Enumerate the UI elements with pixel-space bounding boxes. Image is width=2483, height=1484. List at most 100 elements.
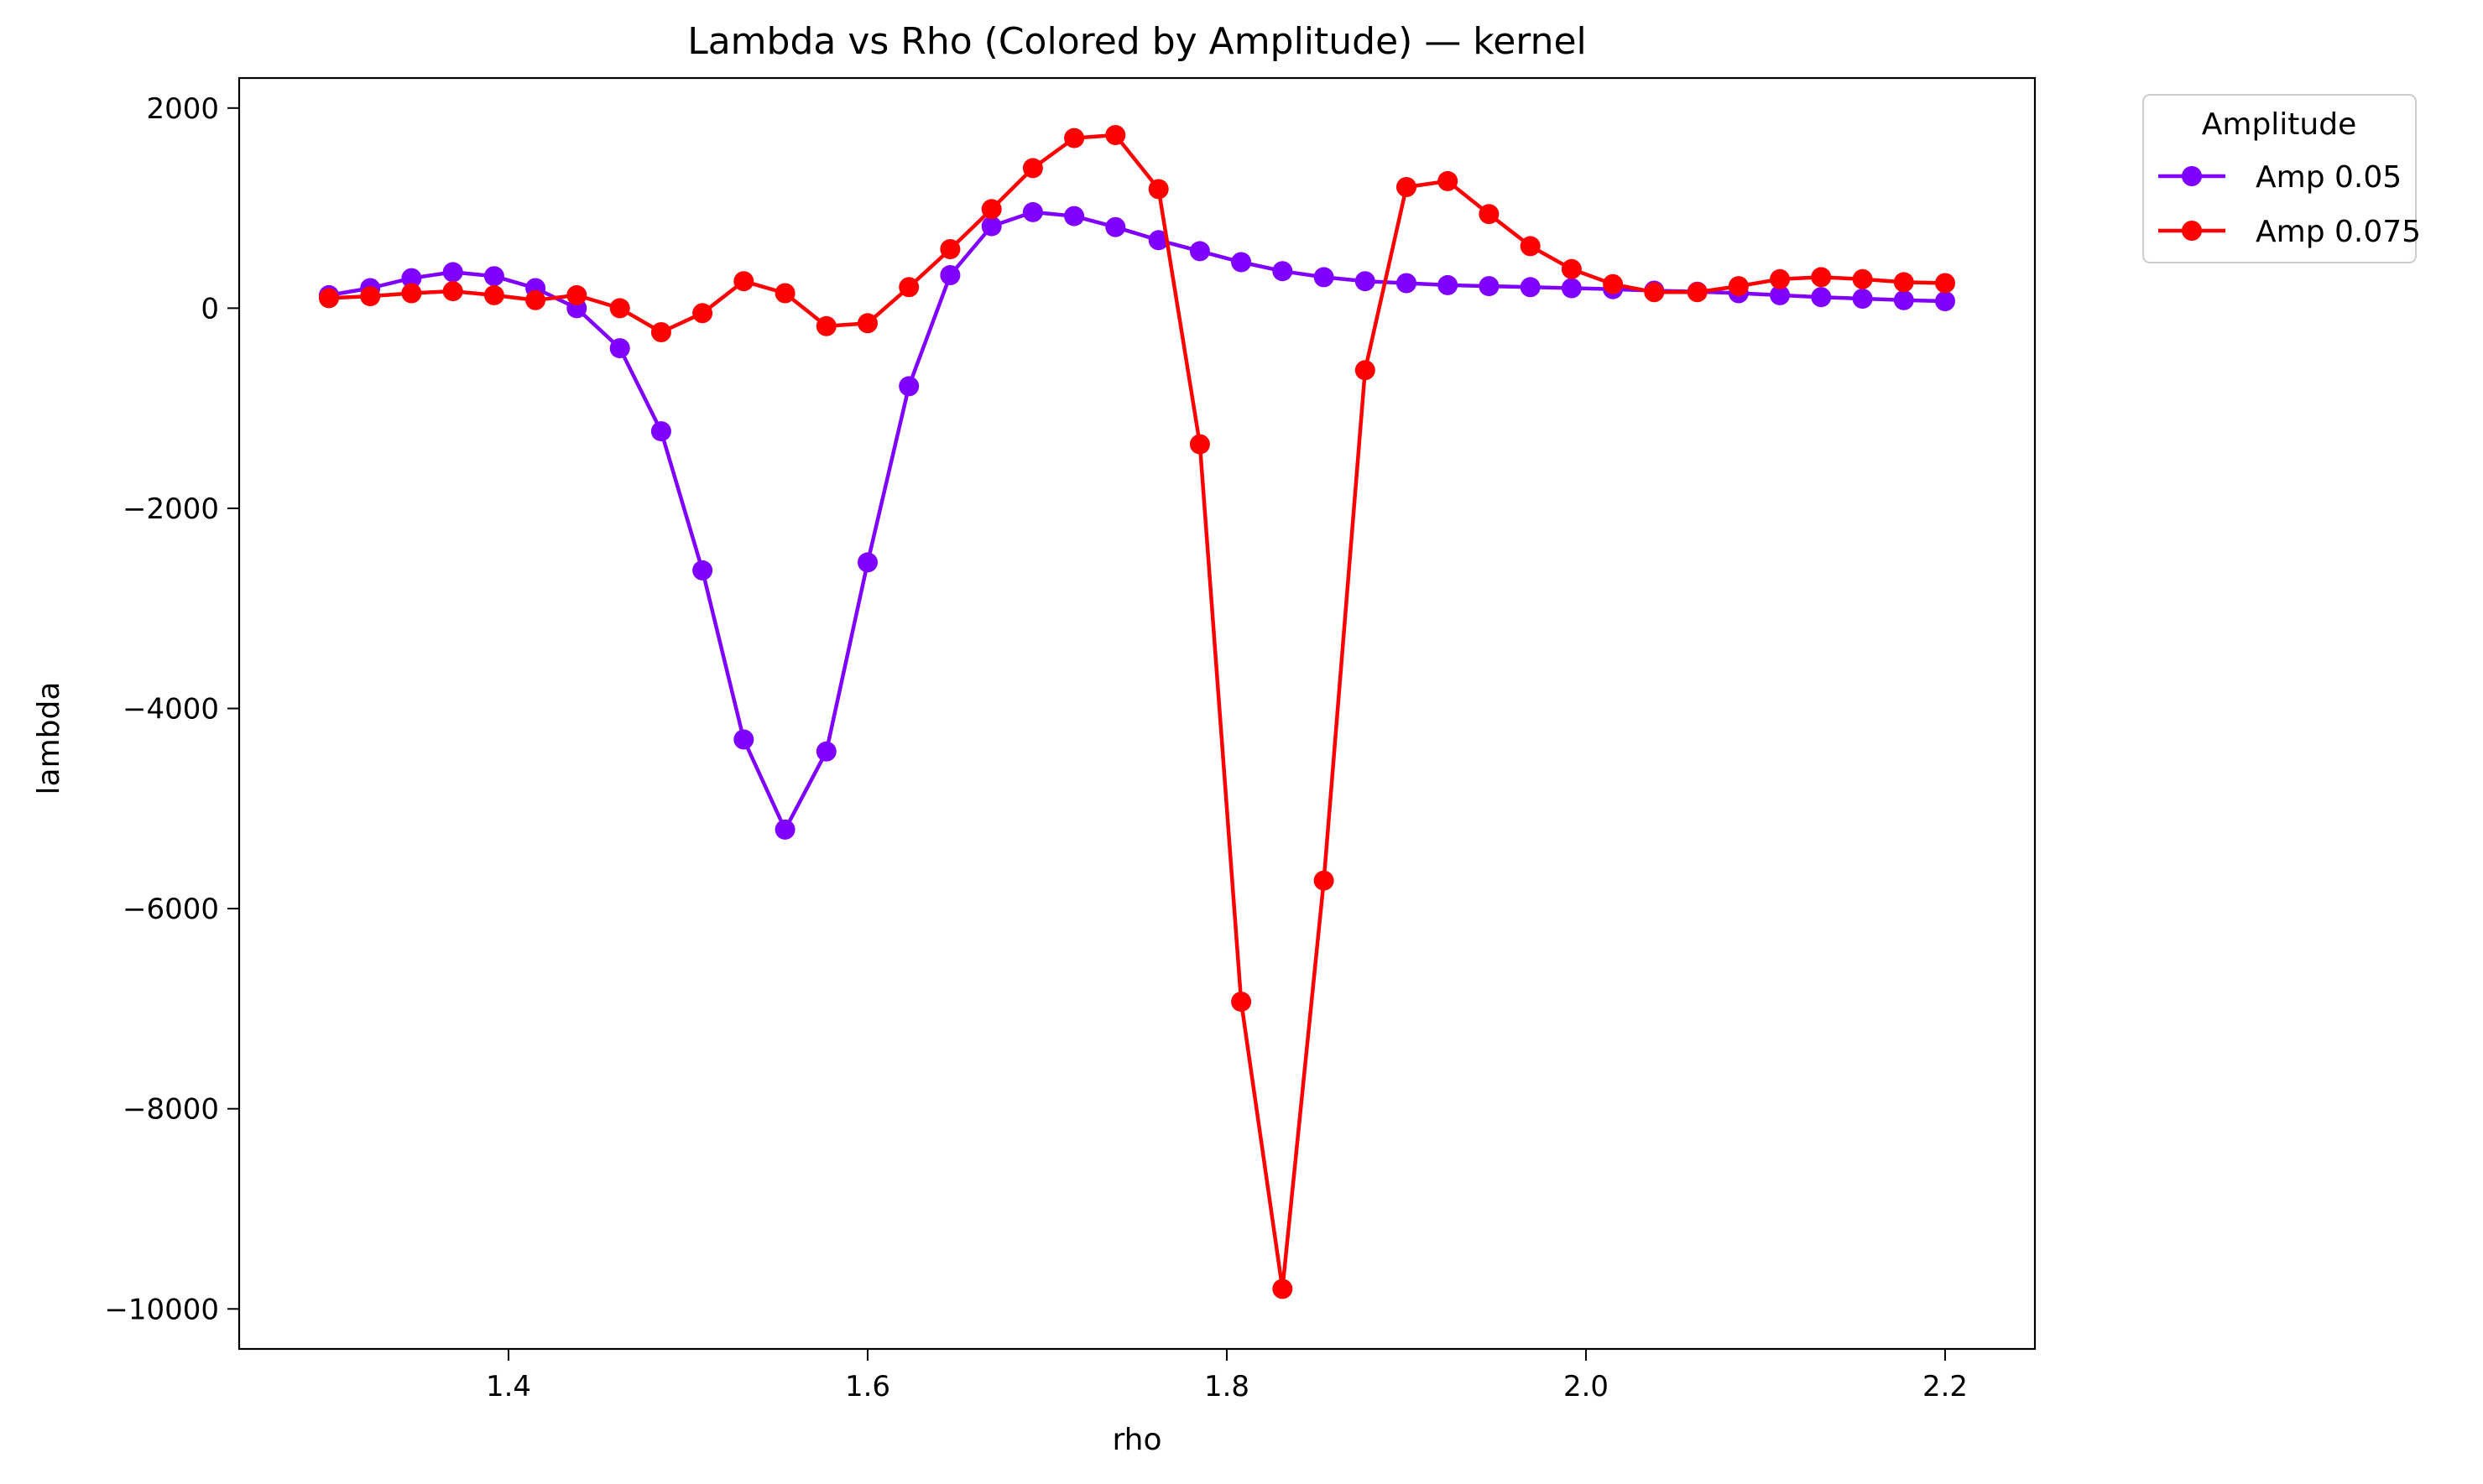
plot-area — [319, 125, 1955, 1299]
data-point — [1644, 282, 1665, 303]
data-point — [1231, 992, 1252, 1013]
data-point — [650, 322, 671, 342]
data-point — [940, 265, 961, 285]
data-point — [1893, 289, 1914, 310]
y-tick-label: 0 — [201, 292, 219, 325]
x-axis: 1.4 1.6 1.8 2.0 2.2 — [486, 1349, 1968, 1403]
y-tick-label: −8000 — [123, 1093, 219, 1127]
plot-frame — [237, 76, 2037, 1351]
data-point — [858, 313, 878, 334]
y-tick-label: −6000 — [123, 893, 219, 926]
data-point — [816, 315, 837, 336]
legend: Amplitude Amp 0.05 Amp 0.075 — [2142, 94, 2421, 263]
data-point — [1852, 268, 1873, 289]
data-point — [1770, 268, 1791, 289]
data-point — [1935, 291, 1955, 311]
data-point — [1935, 273, 1955, 294]
data-point — [1520, 277, 1541, 298]
data-point — [1396, 177, 1416, 197]
data-point — [1105, 216, 1126, 237]
data-point — [899, 376, 920, 397]
data-point — [1189, 434, 1210, 455]
legend-box — [2142, 94, 2417, 263]
legend-entries: Amp 0.05 Amp 0.075 — [2158, 160, 2421, 249]
legend-label: Amp 0.075 — [2256, 215, 2421, 249]
data-point — [483, 266, 504, 287]
x-tick-label: 1.8 — [1204, 1370, 1249, 1403]
data-point — [650, 421, 671, 442]
data-point — [1231, 252, 1252, 273]
y-axis-label: lambda — [32, 682, 66, 795]
data-point — [858, 552, 878, 573]
data-point — [1561, 258, 1582, 279]
data-point — [1811, 267, 1832, 288]
data-point — [981, 216, 1002, 237]
data-point — [1479, 204, 1500, 225]
data-point — [775, 283, 795, 304]
data-point — [360, 286, 381, 307]
series-1 — [319, 125, 1955, 1299]
data-point — [1811, 287, 1832, 308]
data-point — [981, 199, 1002, 220]
legend-swatch-marker — [2182, 221, 2202, 241]
data-point — [692, 560, 713, 581]
data-point — [1022, 158, 1043, 179]
data-point — [1105, 125, 1126, 145]
data-point — [566, 284, 587, 305]
series-line-1 — [328, 133, 1946, 1291]
data-point — [775, 819, 795, 840]
data-point — [692, 303, 713, 324]
data-point — [609, 298, 630, 319]
data-point — [1272, 1278, 1293, 1299]
chart-title: Lambda vs Rho (Colored by Amplitude) — k… — [687, 20, 1587, 63]
data-point — [1479, 276, 1500, 297]
data-point — [899, 277, 920, 298]
legend-label: Amp 0.05 — [2256, 160, 2402, 195]
data-point — [1064, 206, 1085, 227]
data-point — [1893, 272, 1914, 293]
data-point — [1561, 278, 1582, 299]
data-point — [1022, 201, 1043, 222]
x-tick-label: 2.0 — [1563, 1370, 1609, 1403]
y-tick-label: −10000 — [104, 1293, 219, 1326]
x-tick-label: 1.6 — [845, 1370, 890, 1403]
data-point — [1687, 282, 1708, 303]
data-point — [1354, 360, 1375, 381]
data-point — [483, 284, 504, 305]
data-point — [1354, 271, 1375, 292]
data-point — [733, 271, 754, 292]
data-point — [1064, 128, 1085, 148]
y-tick-label: −2000 — [123, 492, 219, 526]
data-point — [1437, 170, 1458, 191]
y-axis: 2000 0 −2000 −4000 −6000 −8000 −10000 — [104, 92, 239, 1326]
y-tick-label: 2000 — [146, 92, 219, 126]
data-point — [401, 283, 422, 304]
data-point — [1728, 276, 1749, 297]
data-point — [1603, 273, 1624, 294]
data-point — [1313, 267, 1334, 288]
data-point — [442, 262, 463, 283]
data-point — [1272, 261, 1293, 282]
data-point — [525, 289, 546, 310]
x-axis-label: rho — [1112, 1423, 1161, 1457]
data-point — [733, 729, 754, 750]
data-point — [1520, 236, 1541, 257]
legend-swatch-marker — [2182, 166, 2202, 186]
legend-title: Amplitude — [2202, 107, 2356, 142]
legend-entry-0: Amp 0.05 — [2158, 160, 2402, 195]
data-point — [1770, 284, 1791, 305]
data-point — [319, 288, 339, 309]
data-point — [1852, 289, 1873, 309]
legend-entry-1: Amp 0.075 — [2158, 215, 2421, 249]
data-point — [1148, 230, 1169, 251]
data-point — [1396, 273, 1416, 294]
y-tick-label: −4000 — [123, 693, 219, 726]
data-point — [1437, 274, 1458, 295]
data-point — [816, 741, 837, 762]
data-point — [1189, 241, 1210, 262]
data-point — [1313, 870, 1334, 891]
data-point — [1148, 179, 1169, 200]
data-point — [609, 338, 630, 359]
